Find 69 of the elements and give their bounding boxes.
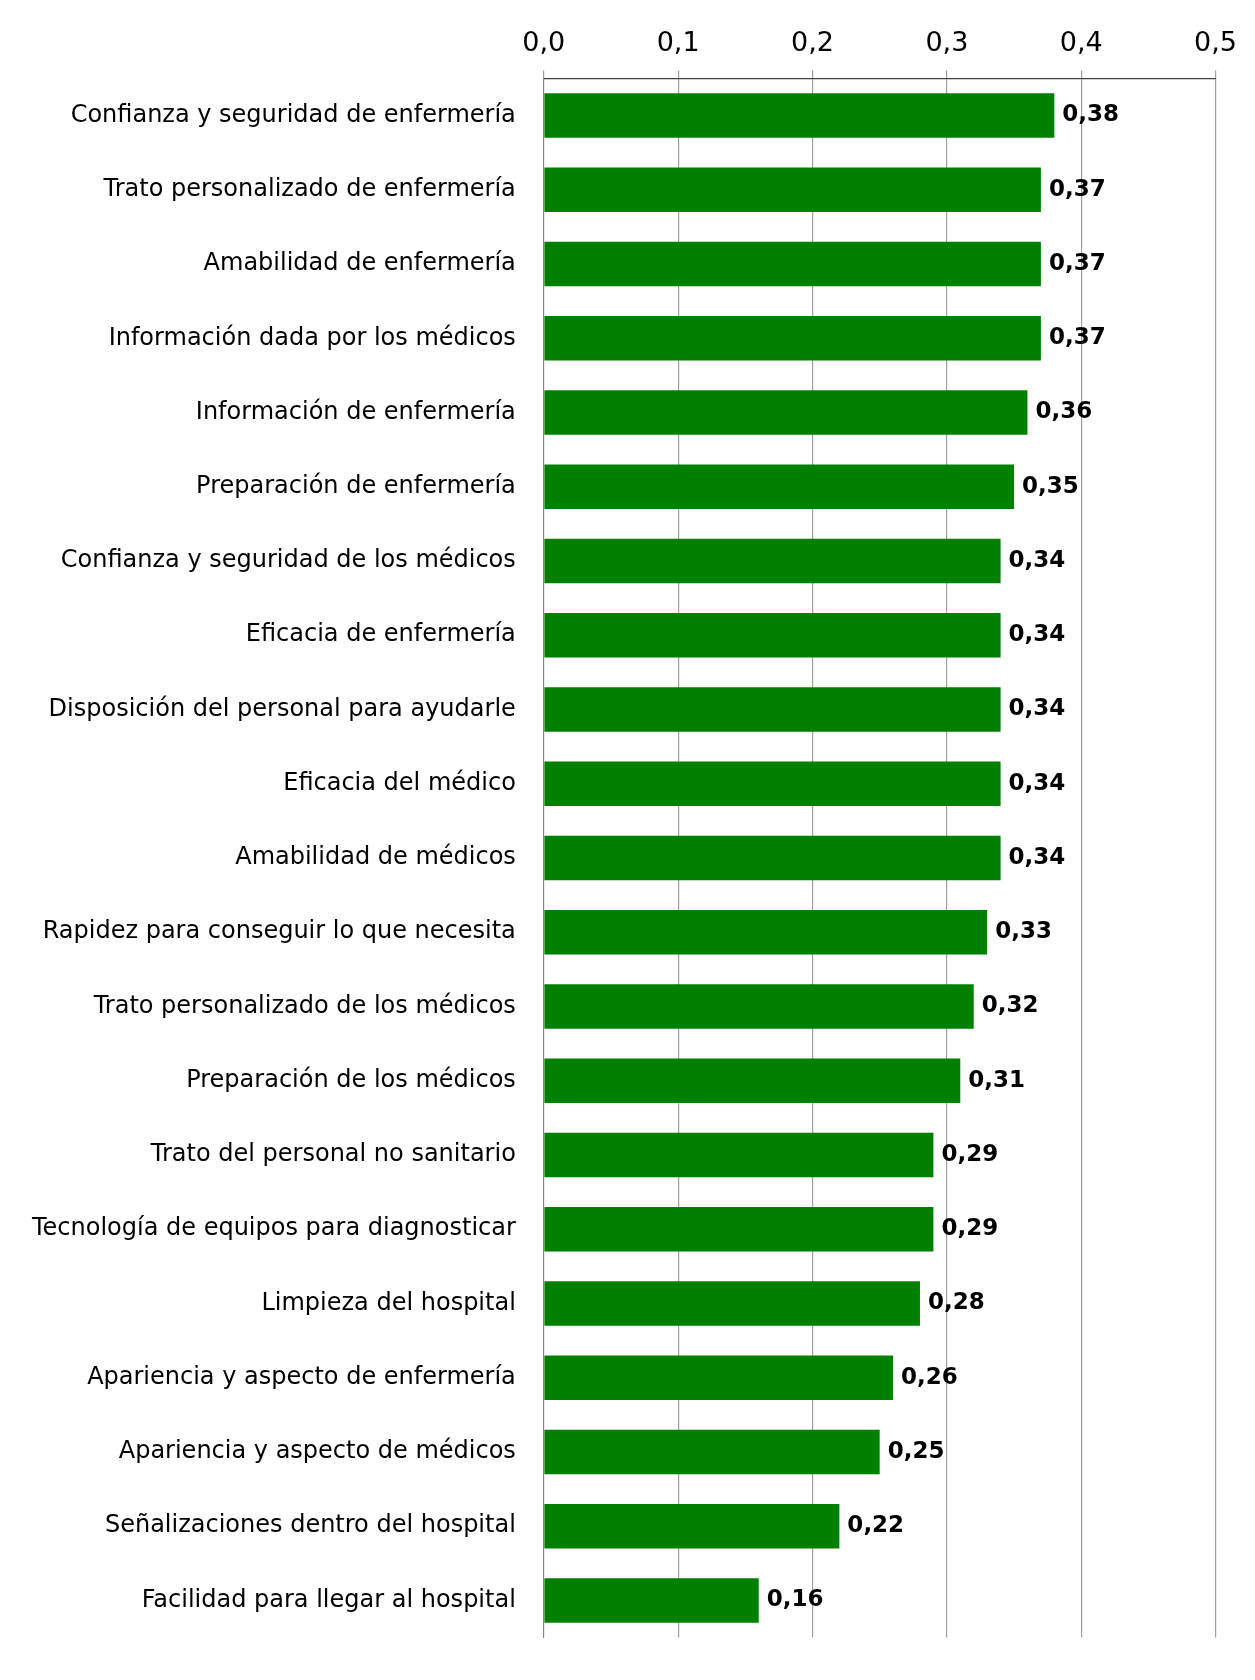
x-tick-label: 0,1	[656, 26, 700, 58]
bar	[544, 909, 988, 955]
y-tick-label: Limpieza del hospital	[261, 1287, 516, 1316]
y-tick-label: Trato personalizado de los médicos	[92, 990, 516, 1019]
data-label: 0,34	[1008, 545, 1066, 572]
y-tick-label: Información de enfermería	[195, 396, 516, 425]
data-label: 0,31	[968, 1065, 1026, 1092]
y-tick-label: Trato personalizado de enfermería	[102, 174, 516, 203]
bar	[544, 538, 1001, 584]
bar	[544, 1206, 934, 1252]
y-tick-label: Disposición del personal para ayudarle	[48, 693, 516, 722]
y-tick-label: Trato del personal no sanitario	[149, 1139, 516, 1168]
y-tick-label: Apariencia y aspecto de médicos	[118, 1436, 516, 1465]
bar	[544, 93, 1055, 138]
x-tick-label: 0,3	[925, 26, 969, 58]
data-label: 0,34	[1008, 768, 1066, 795]
bar	[544, 984, 974, 1029]
bar	[544, 1132, 934, 1178]
bar	[544, 315, 1041, 361]
data-label: 0,36	[1035, 397, 1093, 424]
x-tick-label: 0,0	[522, 26, 566, 58]
data-label: 0,37	[1048, 323, 1106, 350]
y-tick-label: Confianza y seguridad de enfermería	[70, 99, 516, 128]
bar	[544, 835, 1001, 881]
bar	[544, 241, 1041, 287]
y-tick-label: Amabilidad de enfermería	[203, 248, 516, 277]
x-tick-label: 0,2	[791, 26, 834, 58]
bar	[544, 1503, 840, 1549]
y-tick-label: Tecnología de equipos para diagnosticar	[30, 1213, 516, 1242]
y-tick-label: Facilidad para llegar al hospital	[141, 1584, 516, 1613]
bar	[544, 687, 1001, 732]
y-tick-label: Preparación de enfermería	[196, 471, 516, 499]
data-label: 0,37	[1048, 174, 1106, 201]
data-label: 0,28	[927, 1288, 985, 1315]
bar	[544, 1429, 880, 1475]
data-label: 0,16	[766, 1585, 824, 1612]
bar	[544, 1281, 920, 1326]
bar	[544, 1355, 894, 1401]
data-label: 0,37	[1048, 248, 1106, 275]
data-label: 0,22	[847, 1511, 905, 1538]
data-label: 0,25	[887, 1436, 945, 1463]
y-tick-label: Información dada por los médicos	[108, 322, 516, 351]
data-label: 0,38	[1062, 100, 1120, 127]
data-label: 0,34	[1008, 620, 1066, 647]
y-tick-label: Amabilidad de médicos	[235, 842, 516, 871]
y-tick-label: Apariencia y aspecto de enfermería	[87, 1361, 516, 1390]
y-tick-label: Preparación de los médicos	[186, 1064, 516, 1093]
bar	[544, 167, 1041, 213]
y-tick-label: Rapidez para conseguir lo que necesita	[42, 916, 516, 945]
x-tick-label: 0,5	[1194, 26, 1238, 58]
data-label: 0,35	[1022, 471, 1079, 498]
bar	[544, 761, 1001, 807]
data-label: 0,29	[941, 1139, 999, 1166]
y-tick-label: Señalizaciones dentro del hospital	[104, 1510, 516, 1539]
data-label: 0,34	[1008, 842, 1066, 869]
y-tick-label: Confianza y seguridad de los médicos	[60, 545, 516, 574]
x-tick-label: 0,4	[1059, 26, 1103, 58]
data-label: 0,34	[1008, 694, 1066, 721]
bar	[544, 1058, 961, 1104]
data-label: 0,29	[941, 1214, 999, 1241]
data-label: 0,32	[981, 991, 1039, 1018]
bar	[544, 464, 1015, 510]
bar	[544, 1578, 759, 1623]
y-tick-label: Eficacia del médico	[283, 767, 516, 796]
data-label: 0,33	[995, 917, 1052, 944]
bar	[544, 612, 1001, 658]
data-label: 0,26	[901, 1362, 958, 1389]
y-tick-label: Eficacia de enfermería	[245, 619, 516, 648]
bar	[544, 390, 1028, 435]
